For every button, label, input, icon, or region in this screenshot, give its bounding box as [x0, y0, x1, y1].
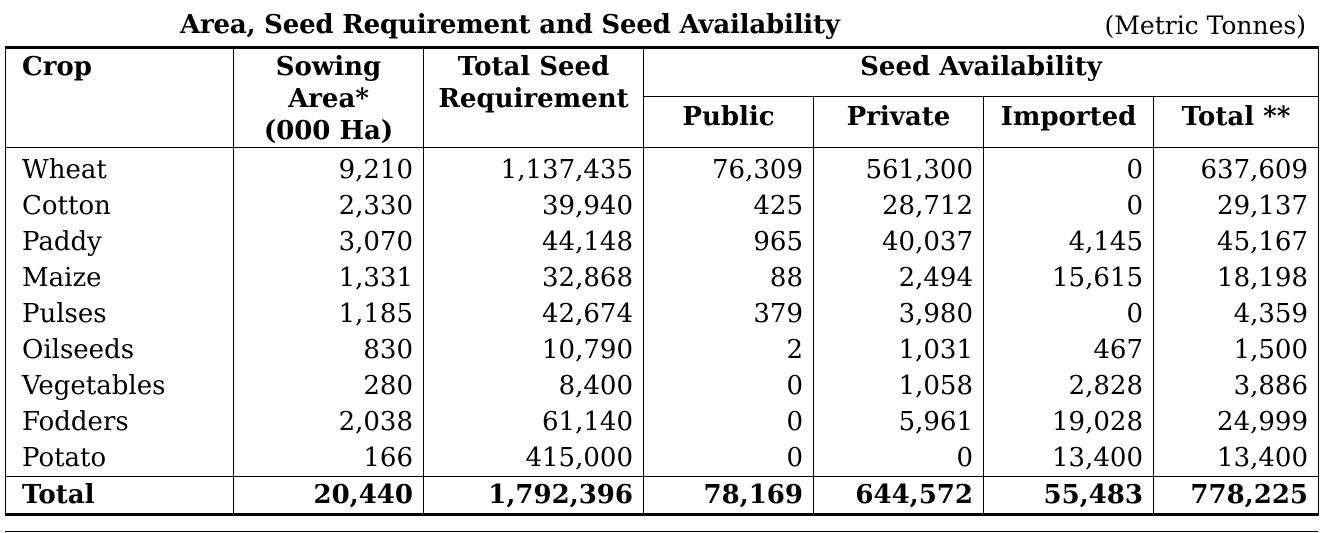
bottom-rule [5, 531, 1318, 532]
total-requirement-cell: 1,792,396 [423, 476, 644, 516]
header-imported: Imported [983, 96, 1154, 148]
area-cell: 1,331 [233, 260, 424, 296]
crop-cell: Potato [5, 440, 234, 477]
total-private-cell: 644,572 [813, 476, 984, 516]
table-row: Pulses 1,185 42,674 379 3,980 0 4,359 [5, 296, 1320, 332]
header-total-seed-requirement: Total Seed Requirement [423, 46, 644, 148]
public-cell: 425 [643, 188, 814, 224]
private-cell: 561,300 [813, 147, 984, 188]
crop-cell: Maize [5, 260, 234, 296]
imported-cell: 4,145 [983, 224, 1154, 260]
table-row: Oilseeds 830 10,790 2 1,031 467 1,500 [5, 332, 1320, 368]
header-sowing-area: Sowing Area* (000 Ha) [233, 46, 424, 148]
requirement-cell: 42,674 [423, 296, 644, 332]
table-row: Cotton 2,330 39,940 425 28,712 0 29,137 [5, 188, 1320, 224]
table-row: Fodders 2,038 61,140 0 5,961 19,028 24,9… [5, 404, 1320, 440]
private-cell: 1,031 [813, 332, 984, 368]
total-label: Total [5, 476, 234, 516]
private-cell: 5,961 [813, 404, 984, 440]
area-cell: 2,330 [233, 188, 424, 224]
imported-cell: 0 [983, 296, 1154, 332]
header-crop: Crop [5, 46, 234, 148]
table-row: Maize 1,331 32,868 88 2,494 15,615 18,19… [5, 260, 1320, 296]
crop-cell: Wheat [5, 147, 234, 188]
imported-cell: 13,400 [983, 440, 1154, 477]
requirement-cell: 10,790 [423, 332, 644, 368]
crop-cell: Paddy [5, 224, 234, 260]
crop-cell: Pulses [5, 296, 234, 332]
area-cell: 280 [233, 368, 424, 404]
imported-cell: 19,028 [983, 404, 1154, 440]
total-cell: 29,137 [1152, 188, 1320, 224]
table-row: Wheat 9,210 1,137,435 76,309 561,300 0 6… [5, 147, 1320, 188]
total-public-cell: 78,169 [643, 476, 814, 516]
requirement-cell: 1,137,435 [423, 147, 644, 188]
private-cell: 2,494 [813, 260, 984, 296]
total-cell: 24,999 [1152, 404, 1320, 440]
public-cell: 0 [643, 440, 814, 477]
public-cell: 0 [643, 368, 814, 404]
public-cell: 88 [643, 260, 814, 296]
area-cell: 2,038 [233, 404, 424, 440]
imported-cell: 2,828 [983, 368, 1154, 404]
table-row: Vegetables 280 8,400 0 1,058 2,828 3,886 [5, 368, 1320, 404]
area-cell: 3,070 [233, 224, 424, 260]
imported-cell: 0 [983, 188, 1154, 224]
total-cell: 13,400 [1152, 440, 1320, 477]
imported-cell: 15,615 [983, 260, 1154, 296]
crop-cell: Cotton [5, 188, 234, 224]
total-cell: 18,198 [1152, 260, 1320, 296]
crop-cell: Fodders [5, 404, 234, 440]
total-imported-cell: 55,483 [983, 476, 1154, 516]
table-title-row: Area, Seed Requirement and Seed Availabi… [5, 8, 1312, 44]
crop-cell: Oilseeds [5, 332, 234, 368]
area-cell: 1,185 [233, 296, 424, 332]
area-cell: 166 [233, 440, 424, 477]
public-cell: 76,309 [643, 147, 814, 188]
total-area-cell: 20,440 [233, 476, 424, 516]
total-cell: 4,359 [1152, 296, 1320, 332]
grand-total-cell: 778,225 [1152, 476, 1320, 516]
header-sowing-area-line3: (000 Ha) [263, 116, 394, 146]
header-sowing-area-line1: Sowing [275, 52, 382, 82]
imported-cell: 467 [983, 332, 1154, 368]
seed-table: Crop Sowing Area* (000 Ha) Total Seed Re… [5, 45, 1320, 516]
requirement-cell: 32,868 [423, 260, 644, 296]
header-private: Private [813, 96, 984, 148]
requirement-cell: 39,940 [423, 188, 644, 224]
imported-cell: 0 [983, 147, 1154, 188]
public-cell: 2 [643, 332, 814, 368]
header-total: Total ** [1152, 96, 1320, 148]
header-total-seed-requirement-line1: Total Seed [457, 52, 610, 82]
private-cell: 0 [813, 440, 984, 477]
table-row: Paddy 3,070 44,148 965 40,037 4,145 45,1… [5, 224, 1320, 260]
total-cell: 3,886 [1152, 368, 1320, 404]
private-cell: 1,058 [813, 368, 984, 404]
requirement-cell: 8,400 [423, 368, 644, 404]
area-cell: 9,210 [233, 147, 424, 188]
total-cell: 1,500 [1152, 332, 1320, 368]
requirement-cell: 44,148 [423, 224, 644, 260]
total-cell: 637,609 [1152, 147, 1320, 188]
public-cell: 965 [643, 224, 814, 260]
total-cell: 45,167 [1152, 224, 1320, 260]
header-sowing-area-line2: Area* [288, 84, 369, 114]
header-seed-availability: Seed Availability [642, 45, 1320, 98]
units-label: (Metric Tonnes) [1104, 11, 1306, 40]
header-public: Public [643, 96, 814, 148]
area-cell: 830 [233, 332, 424, 368]
table-row: Potato 166 415,000 0 0 13,400 13,400 [5, 440, 1320, 477]
requirement-cell: 61,140 [423, 404, 644, 440]
total-row: Total 20,440 1,792,396 78,169 644,572 55… [5, 476, 1320, 516]
private-cell: 28,712 [813, 188, 984, 224]
private-cell: 40,037 [813, 224, 984, 260]
public-cell: 379 [643, 296, 814, 332]
requirement-cell: 415,000 [423, 440, 644, 477]
header-total-seed-requirement-line2: Requirement [438, 84, 629, 114]
crop-cell: Vegetables [5, 368, 234, 404]
private-cell: 3,980 [813, 296, 984, 332]
table-title: Area, Seed Requirement and Seed Availabi… [180, 10, 840, 40]
public-cell: 0 [643, 404, 814, 440]
